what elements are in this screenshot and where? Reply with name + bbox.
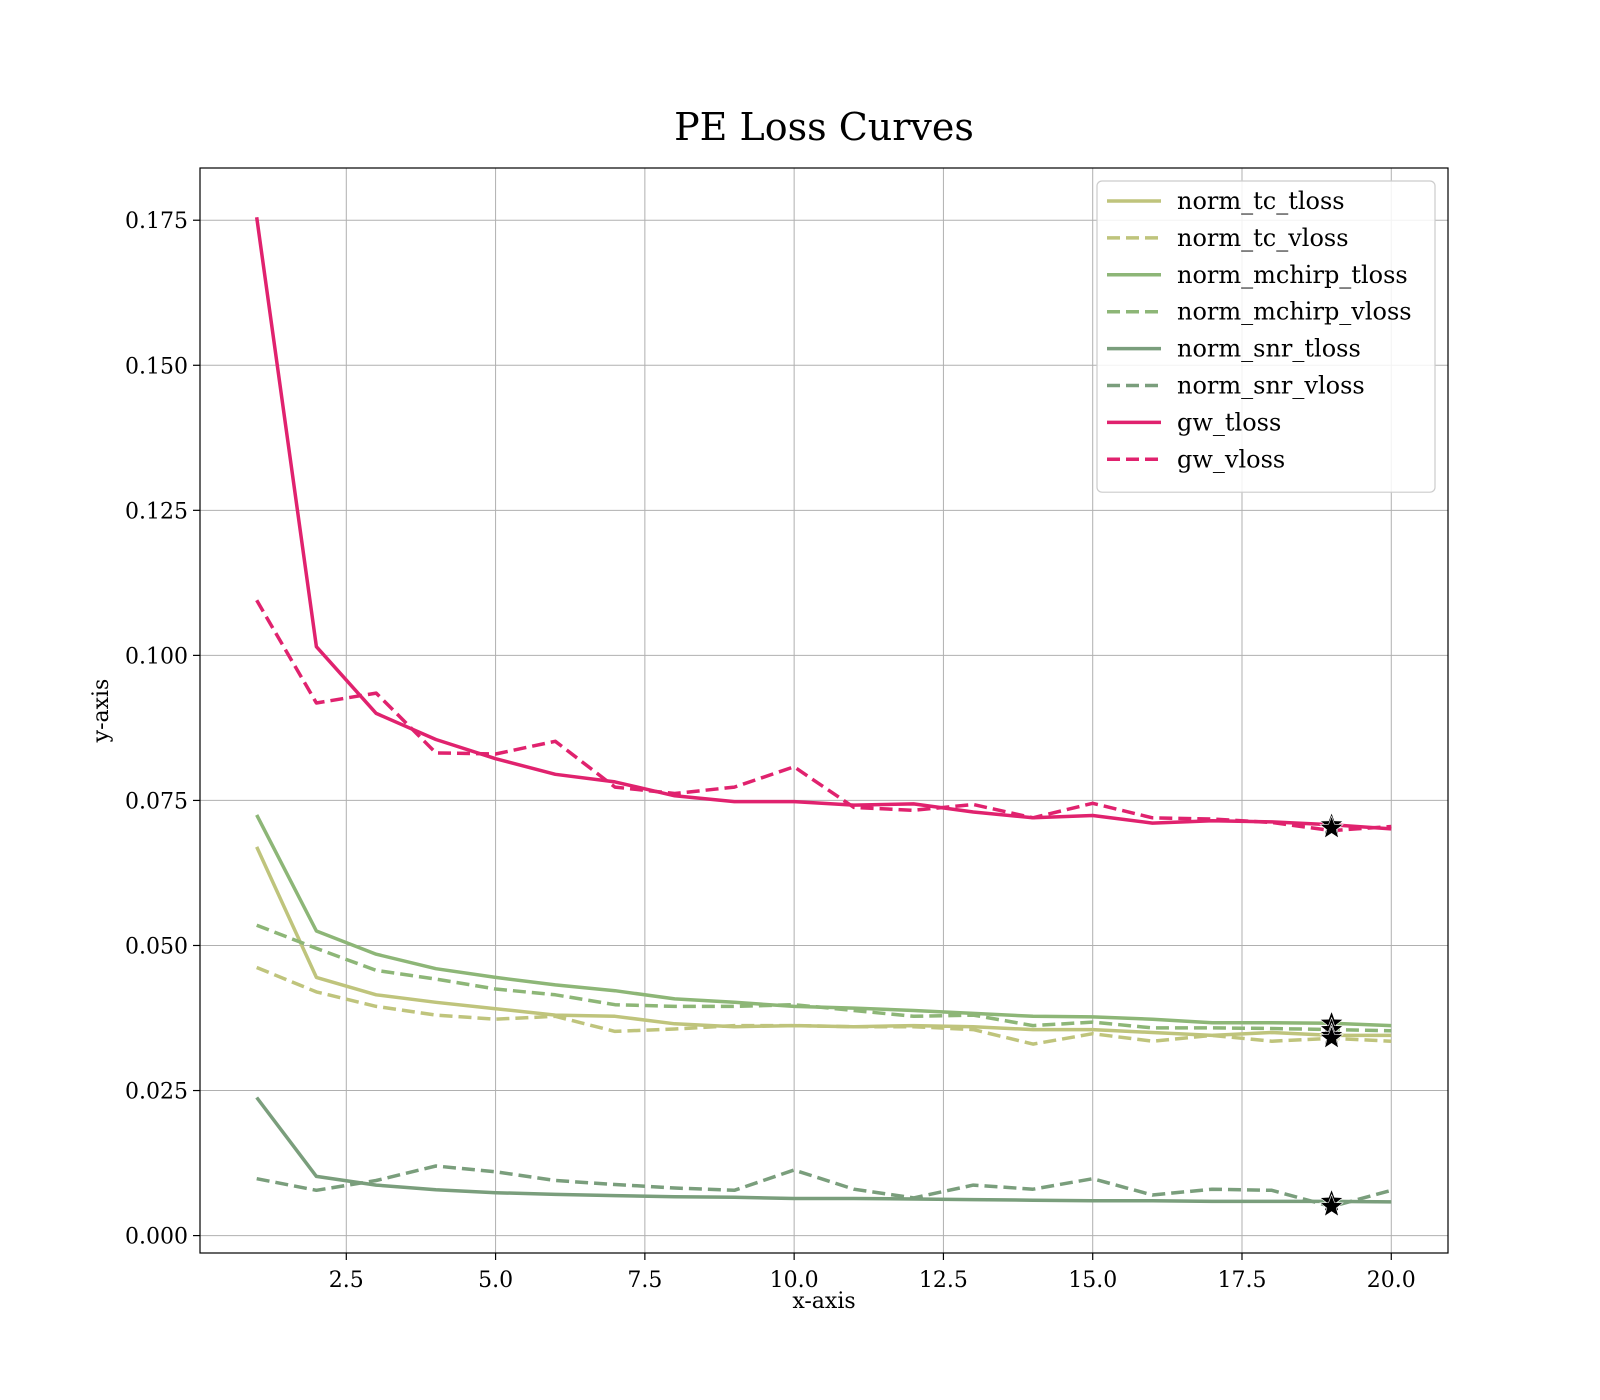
x-axis-label: x-axis bbox=[792, 1289, 855, 1314]
y-tick-label: 0.025 bbox=[125, 1080, 188, 1105]
series-line-gw-tloss bbox=[254, 217, 1392, 831]
y-tick-label: 0.150 bbox=[125, 354, 188, 379]
y-axis-label: y-axis bbox=[89, 679, 114, 744]
x-tick-label: 7.5 bbox=[627, 1268, 662, 1293]
y-axis-ticks: 0.000 0.025 0.050 0.075 0.100 0.125 0.150 0.175 bbox=[125, 209, 200, 1250]
x-axis-ticks: 2.5 5.0 7.5 10.0 12.5 15.0 17.5 20.0 bbox=[329, 1253, 1416, 1293]
x-tick-label: 5.0 bbox=[478, 1268, 513, 1293]
legend-label-norm-tc-vloss: norm_tc_vloss bbox=[1177, 224, 1349, 252]
series-line-norm-tc-vloss bbox=[256, 965, 1392, 1046]
star-marker bbox=[1319, 815, 1344, 839]
x-tick-label: 15.0 bbox=[1068, 1268, 1117, 1293]
x-tick-label: 10.0 bbox=[770, 1268, 819, 1293]
marker-group bbox=[1319, 811, 1344, 1218]
y-tick-label: 0.000 bbox=[125, 1225, 188, 1250]
y-tick-label: 0.100 bbox=[125, 644, 188, 669]
legend-label-gw-tloss: gw_tloss bbox=[1177, 408, 1281, 436]
legend-label-norm-mchirp-vloss: norm_mchirp_vloss bbox=[1177, 298, 1412, 326]
legend-label-norm-mchirp-tloss: norm_mchirp_tloss bbox=[1177, 261, 1408, 289]
series-line-gw-vloss bbox=[255, 599, 1392, 833]
legend-label-norm-tc-tloss: norm_tc_tloss bbox=[1177, 187, 1345, 215]
star-marker bbox=[1319, 1025, 1344, 1049]
y-tick-label: 0.075 bbox=[125, 789, 188, 814]
legend-box bbox=[1096, 180, 1436, 493]
plot-area-frame bbox=[199, 167, 1449, 1254]
legend-label-norm-snr-tloss: norm_snr_tloss bbox=[1177, 335, 1361, 363]
y-tick-label: 0.175 bbox=[125, 209, 188, 234]
series-line-norm-mchirp-tloss bbox=[255, 814, 1392, 1028]
y-tick-label: 0.050 bbox=[125, 934, 188, 959]
x-tick-label: 20.0 bbox=[1367, 1268, 1416, 1293]
y-tick-label: 0.125 bbox=[125, 499, 188, 524]
grid bbox=[200, 168, 1448, 1253]
series-line-norm-snr-tloss bbox=[255, 1096, 1392, 1204]
x-tick-label: 2.5 bbox=[329, 1268, 364, 1293]
series-group bbox=[254, 217, 1392, 1209]
series-line-norm-mchirp-vloss bbox=[256, 923, 1392, 1033]
legend-label-gw-vloss: gw_vloss bbox=[1177, 445, 1285, 473]
x-tick-label: 17.5 bbox=[1217, 1268, 1266, 1293]
legend: norm_tc_tloss norm_tc_vloss norm_mchirp_tl… bbox=[1096, 180, 1436, 493]
x-tick-label: 12.5 bbox=[919, 1268, 968, 1293]
chart-title: PE Loss Curves bbox=[674, 105, 974, 149]
legend-label-norm-snr-vloss: norm_snr_vloss bbox=[1177, 372, 1365, 400]
series-line-norm-snr-vloss bbox=[256, 1164, 1392, 1209]
star-marker bbox=[1319, 1193, 1344, 1218]
